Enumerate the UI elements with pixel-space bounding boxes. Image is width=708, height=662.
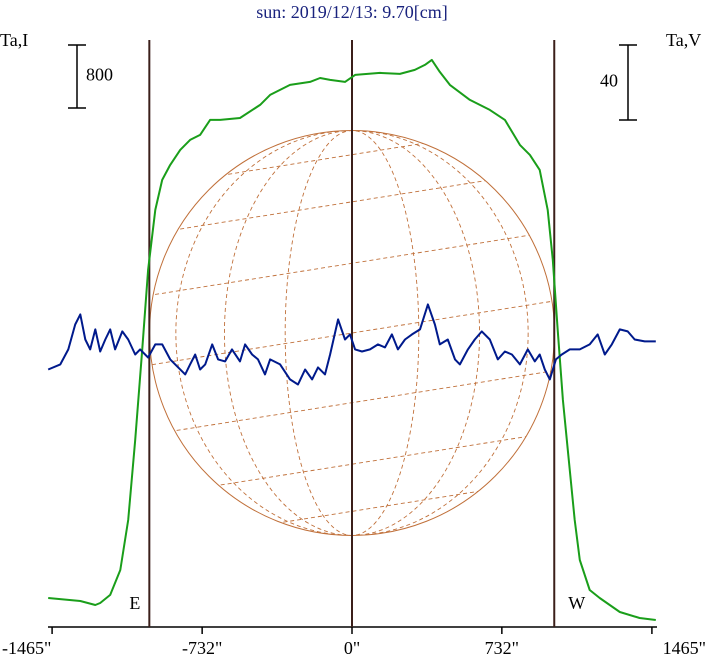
latitude [149,232,542,298]
scale-bar-label: 40 [600,71,618,91]
x-tick-label: 732" [485,638,519,658]
y2-axis-label: Ta,V [666,30,701,50]
chart-title: sun: 2019/12/13: 9.70[cm] [256,2,448,22]
x-tick-label: 1465" [663,638,706,658]
limb-label: W [568,593,585,613]
x-tick-label: 0" [344,638,360,658]
latitude [149,172,532,238]
meridian [175,130,529,536]
x-tick-label: -1465" [2,638,51,658]
latitude [172,428,555,494]
latitude [162,368,555,434]
series-line [48,58,656,621]
x-tick-label: -732" [182,638,222,658]
series-line [47,303,656,386]
latitude [151,300,553,366]
scale-bar-label: 800 [86,65,113,85]
meridian [284,130,420,536]
y-axis-label: Ta,I [0,30,28,50]
limb-label: E [129,593,140,613]
